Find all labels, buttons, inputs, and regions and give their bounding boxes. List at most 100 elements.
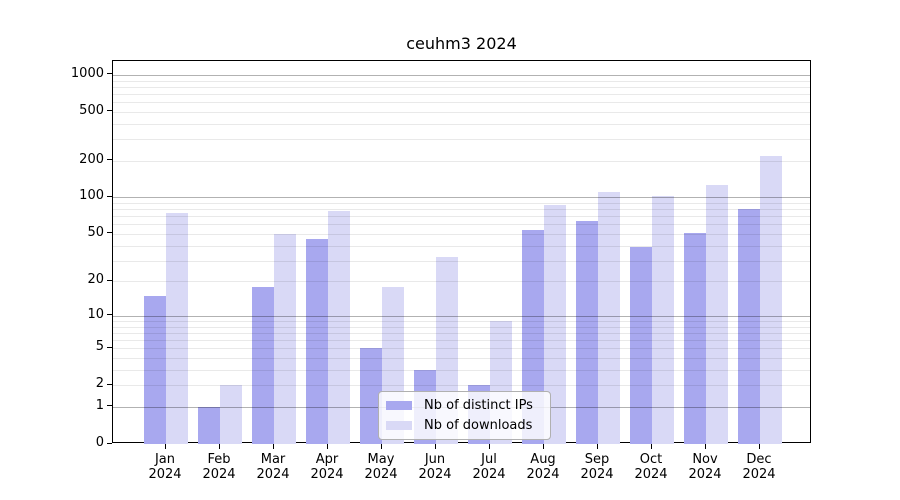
gridline-minor: [113, 209, 810, 211]
y-tick-mark: [107, 159, 112, 161]
bar-distinct-ips-dec: [738, 209, 760, 444]
legend-label-distinct-ips: Nb of distinct IPs: [424, 398, 533, 413]
y-tick-mark: [107, 442, 112, 444]
legend: Nb of distinct IPs Nb of downloads: [378, 391, 551, 440]
x-tick-label: Jan 2024: [148, 452, 182, 482]
y-tick-label: 10: [87, 306, 104, 322]
x-tick-mark: [326, 444, 328, 449]
legend-swatch-distinct-ips: [386, 401, 412, 410]
y-tick-mark: [107, 279, 112, 281]
x-tick-mark: [650, 444, 652, 449]
gridline-minor: [113, 80, 810, 82]
y-tick-label: 2: [95, 376, 104, 392]
gridline-minor: [113, 281, 810, 283]
gridline-minor: [113, 224, 810, 226]
gridline-minor: [113, 348, 810, 350]
bar-distinct-ips-apr: [306, 239, 328, 444]
bar-downloads-sep: [598, 192, 620, 444]
bar-distinct-ips-sep: [576, 221, 598, 444]
bar-downloads-apr: [328, 210, 350, 444]
chart-title: ceuhm3 2024: [406, 34, 517, 53]
bar-distinct-ips-oct: [630, 246, 652, 444]
gridline-minor: [113, 385, 810, 387]
y-tick-mark: [107, 405, 112, 407]
gridline-minor: [113, 358, 810, 360]
x-tick-label: Oct 2024: [634, 452, 668, 482]
y-tick-label: 5: [95, 339, 104, 355]
legend-row-downloads: Nb of downloads: [386, 418, 541, 433]
gridline-minor: [113, 139, 810, 141]
x-tick-mark: [488, 444, 490, 449]
gridline-minor: [113, 160, 810, 162]
legend-swatch-downloads: [386, 421, 412, 430]
x-tick-mark: [758, 444, 760, 449]
bar-downloads-dec: [760, 155, 782, 444]
bar-distinct-ips-mar: [252, 286, 274, 444]
bar-distinct-ips-jan: [144, 295, 166, 444]
legend-row-distinct-ips: Nb of distinct IPs: [386, 398, 541, 413]
x-tick-label: May 2024: [364, 452, 398, 482]
y-tick-mark: [107, 383, 112, 385]
legend-label-downloads: Nb of downloads: [424, 418, 533, 433]
plot-area: [112, 60, 811, 444]
bar-downloads-feb: [220, 385, 242, 444]
x-tick-mark: [218, 444, 220, 449]
bar-downloads-nov: [706, 184, 728, 444]
y-tick-mark: [107, 346, 112, 348]
gridline-minor: [113, 123, 810, 125]
gridline-major: [113, 315, 810, 317]
gridline-major: [113, 197, 810, 199]
grid-layer: [113, 61, 810, 442]
x-tick-label: Dec 2024: [742, 452, 776, 482]
bar-downloads-jan: [166, 213, 188, 444]
y-tick-label: 200: [79, 151, 104, 167]
x-tick-mark: [272, 444, 274, 449]
gridline-minor: [113, 93, 810, 95]
gridline-minor: [113, 111, 810, 113]
gridline-minor: [113, 340, 810, 342]
y-tick-label: 1000: [70, 65, 104, 81]
y-tick-mark: [107, 73, 112, 75]
x-tick-mark: [380, 444, 382, 449]
y-tick-label: 20: [87, 272, 104, 288]
y-tick-label: 50: [87, 224, 104, 240]
gridline-minor: [113, 332, 810, 334]
y-tick-label: 500: [79, 102, 104, 118]
x-tick-label: Sep 2024: [580, 452, 614, 482]
gridline-minor: [113, 203, 810, 205]
bar-downloads-oct: [652, 196, 674, 444]
x-tick-label: Nov 2024: [688, 452, 722, 482]
gridline-major: [113, 74, 810, 76]
y-tick-label: 0: [95, 435, 104, 450]
y-tick-label: 100: [79, 188, 104, 204]
y-tick-mark: [107, 232, 112, 234]
gridline-minor: [113, 260, 810, 262]
gridline-minor: [113, 216, 810, 218]
bar-distinct-ips-may: [360, 348, 382, 444]
x-tick-mark: [434, 444, 436, 449]
y-tick-mark: [107, 314, 112, 316]
gridline-minor: [113, 326, 810, 328]
x-tick-mark: [164, 444, 166, 449]
gridline-minor: [113, 369, 810, 371]
bar-distinct-ips-feb: [198, 406, 220, 444]
x-tick-mark: [704, 444, 706, 449]
x-tick-label: Mar 2024: [256, 452, 290, 482]
bar-distinct-ips-nov: [684, 232, 706, 444]
bar-downloads-aug: [544, 204, 566, 444]
x-tick-label: Jul 2024: [472, 452, 506, 482]
x-tick-label: Aug 2024: [526, 452, 560, 482]
gridline-minor: [113, 321, 810, 322]
x-tick-label: Jun 2024: [418, 452, 452, 482]
y-tick-mark: [107, 110, 112, 112]
bar-distinct-ips-aug: [522, 229, 544, 444]
gridline-minor: [113, 245, 810, 247]
x-tick-mark: [596, 444, 598, 449]
bar-downloads-mar: [274, 233, 296, 444]
x-tick-mark: [542, 444, 544, 449]
y-tick-label: 1: [95, 397, 104, 413]
x-tick-label: Feb 2024: [202, 452, 236, 482]
x-tick-label: Apr 2024: [310, 452, 344, 482]
bars-layer: [113, 61, 810, 444]
